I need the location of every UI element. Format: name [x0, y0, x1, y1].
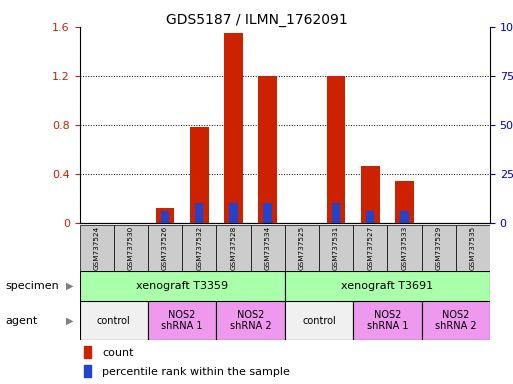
Bar: [285, 225, 319, 271]
Bar: [422, 225, 456, 271]
Text: agent: agent: [5, 316, 37, 326]
Text: GSM737527: GSM737527: [367, 225, 373, 270]
Bar: [80, 271, 285, 301]
Text: GSM737525: GSM737525: [299, 225, 305, 270]
Text: GSM737528: GSM737528: [230, 225, 236, 270]
Bar: [80, 301, 148, 340]
Bar: [224, 33, 243, 223]
Text: ▶: ▶: [66, 281, 73, 291]
Text: percentile rank within the sample: percentile rank within the sample: [102, 367, 290, 377]
Text: GSM737530: GSM737530: [128, 225, 134, 270]
Bar: [114, 225, 148, 271]
Text: NOS2
shRNA 2: NOS2 shRNA 2: [435, 310, 477, 331]
Text: GDS5187 / ILMN_1762091: GDS5187 / ILMN_1762091: [166, 13, 347, 27]
Text: GSM737526: GSM737526: [162, 225, 168, 270]
Bar: [387, 225, 422, 271]
Bar: [148, 301, 216, 340]
Text: NOS2
shRNA 1: NOS2 shRNA 1: [162, 310, 203, 331]
Text: specimen: specimen: [5, 281, 59, 291]
Bar: [155, 208, 174, 223]
Text: GSM737529: GSM737529: [436, 225, 442, 270]
Bar: [148, 225, 182, 271]
Bar: [327, 76, 345, 223]
Text: NOS2
shRNA 1: NOS2 shRNA 1: [367, 310, 408, 331]
Text: GSM737532: GSM737532: [196, 225, 202, 270]
Bar: [395, 181, 414, 223]
Text: control: control: [97, 316, 131, 326]
Bar: [285, 271, 490, 301]
Bar: [319, 225, 353, 271]
Bar: [456, 225, 490, 271]
Bar: [190, 127, 209, 223]
Text: NOS2
shRNA 2: NOS2 shRNA 2: [230, 310, 271, 331]
Text: xenograft T3359: xenograft T3359: [136, 281, 228, 291]
Text: GSM737531: GSM737531: [333, 225, 339, 270]
Bar: [80, 225, 114, 271]
Bar: [84, 346, 91, 358]
Bar: [422, 301, 490, 340]
Text: GSM737533: GSM737533: [401, 225, 407, 270]
Bar: [332, 203, 340, 223]
Bar: [161, 211, 169, 223]
Bar: [353, 225, 387, 271]
Text: GSM737535: GSM737535: [470, 225, 476, 270]
Text: ▶: ▶: [66, 316, 73, 326]
Text: GSM737524: GSM737524: [93, 225, 100, 270]
Bar: [250, 225, 285, 271]
Bar: [366, 211, 374, 223]
Bar: [361, 166, 380, 223]
Bar: [285, 301, 353, 340]
Bar: [258, 76, 277, 223]
Bar: [84, 365, 91, 377]
Bar: [353, 301, 422, 340]
Text: count: count: [102, 348, 133, 358]
Bar: [182, 225, 216, 271]
Bar: [216, 301, 285, 340]
Text: xenograft T3691: xenograft T3691: [341, 281, 433, 291]
Bar: [195, 203, 204, 223]
Text: GSM737534: GSM737534: [265, 225, 271, 270]
Bar: [229, 203, 238, 223]
Text: control: control: [302, 316, 336, 326]
Bar: [400, 211, 409, 223]
Bar: [263, 203, 272, 223]
Bar: [216, 225, 250, 271]
